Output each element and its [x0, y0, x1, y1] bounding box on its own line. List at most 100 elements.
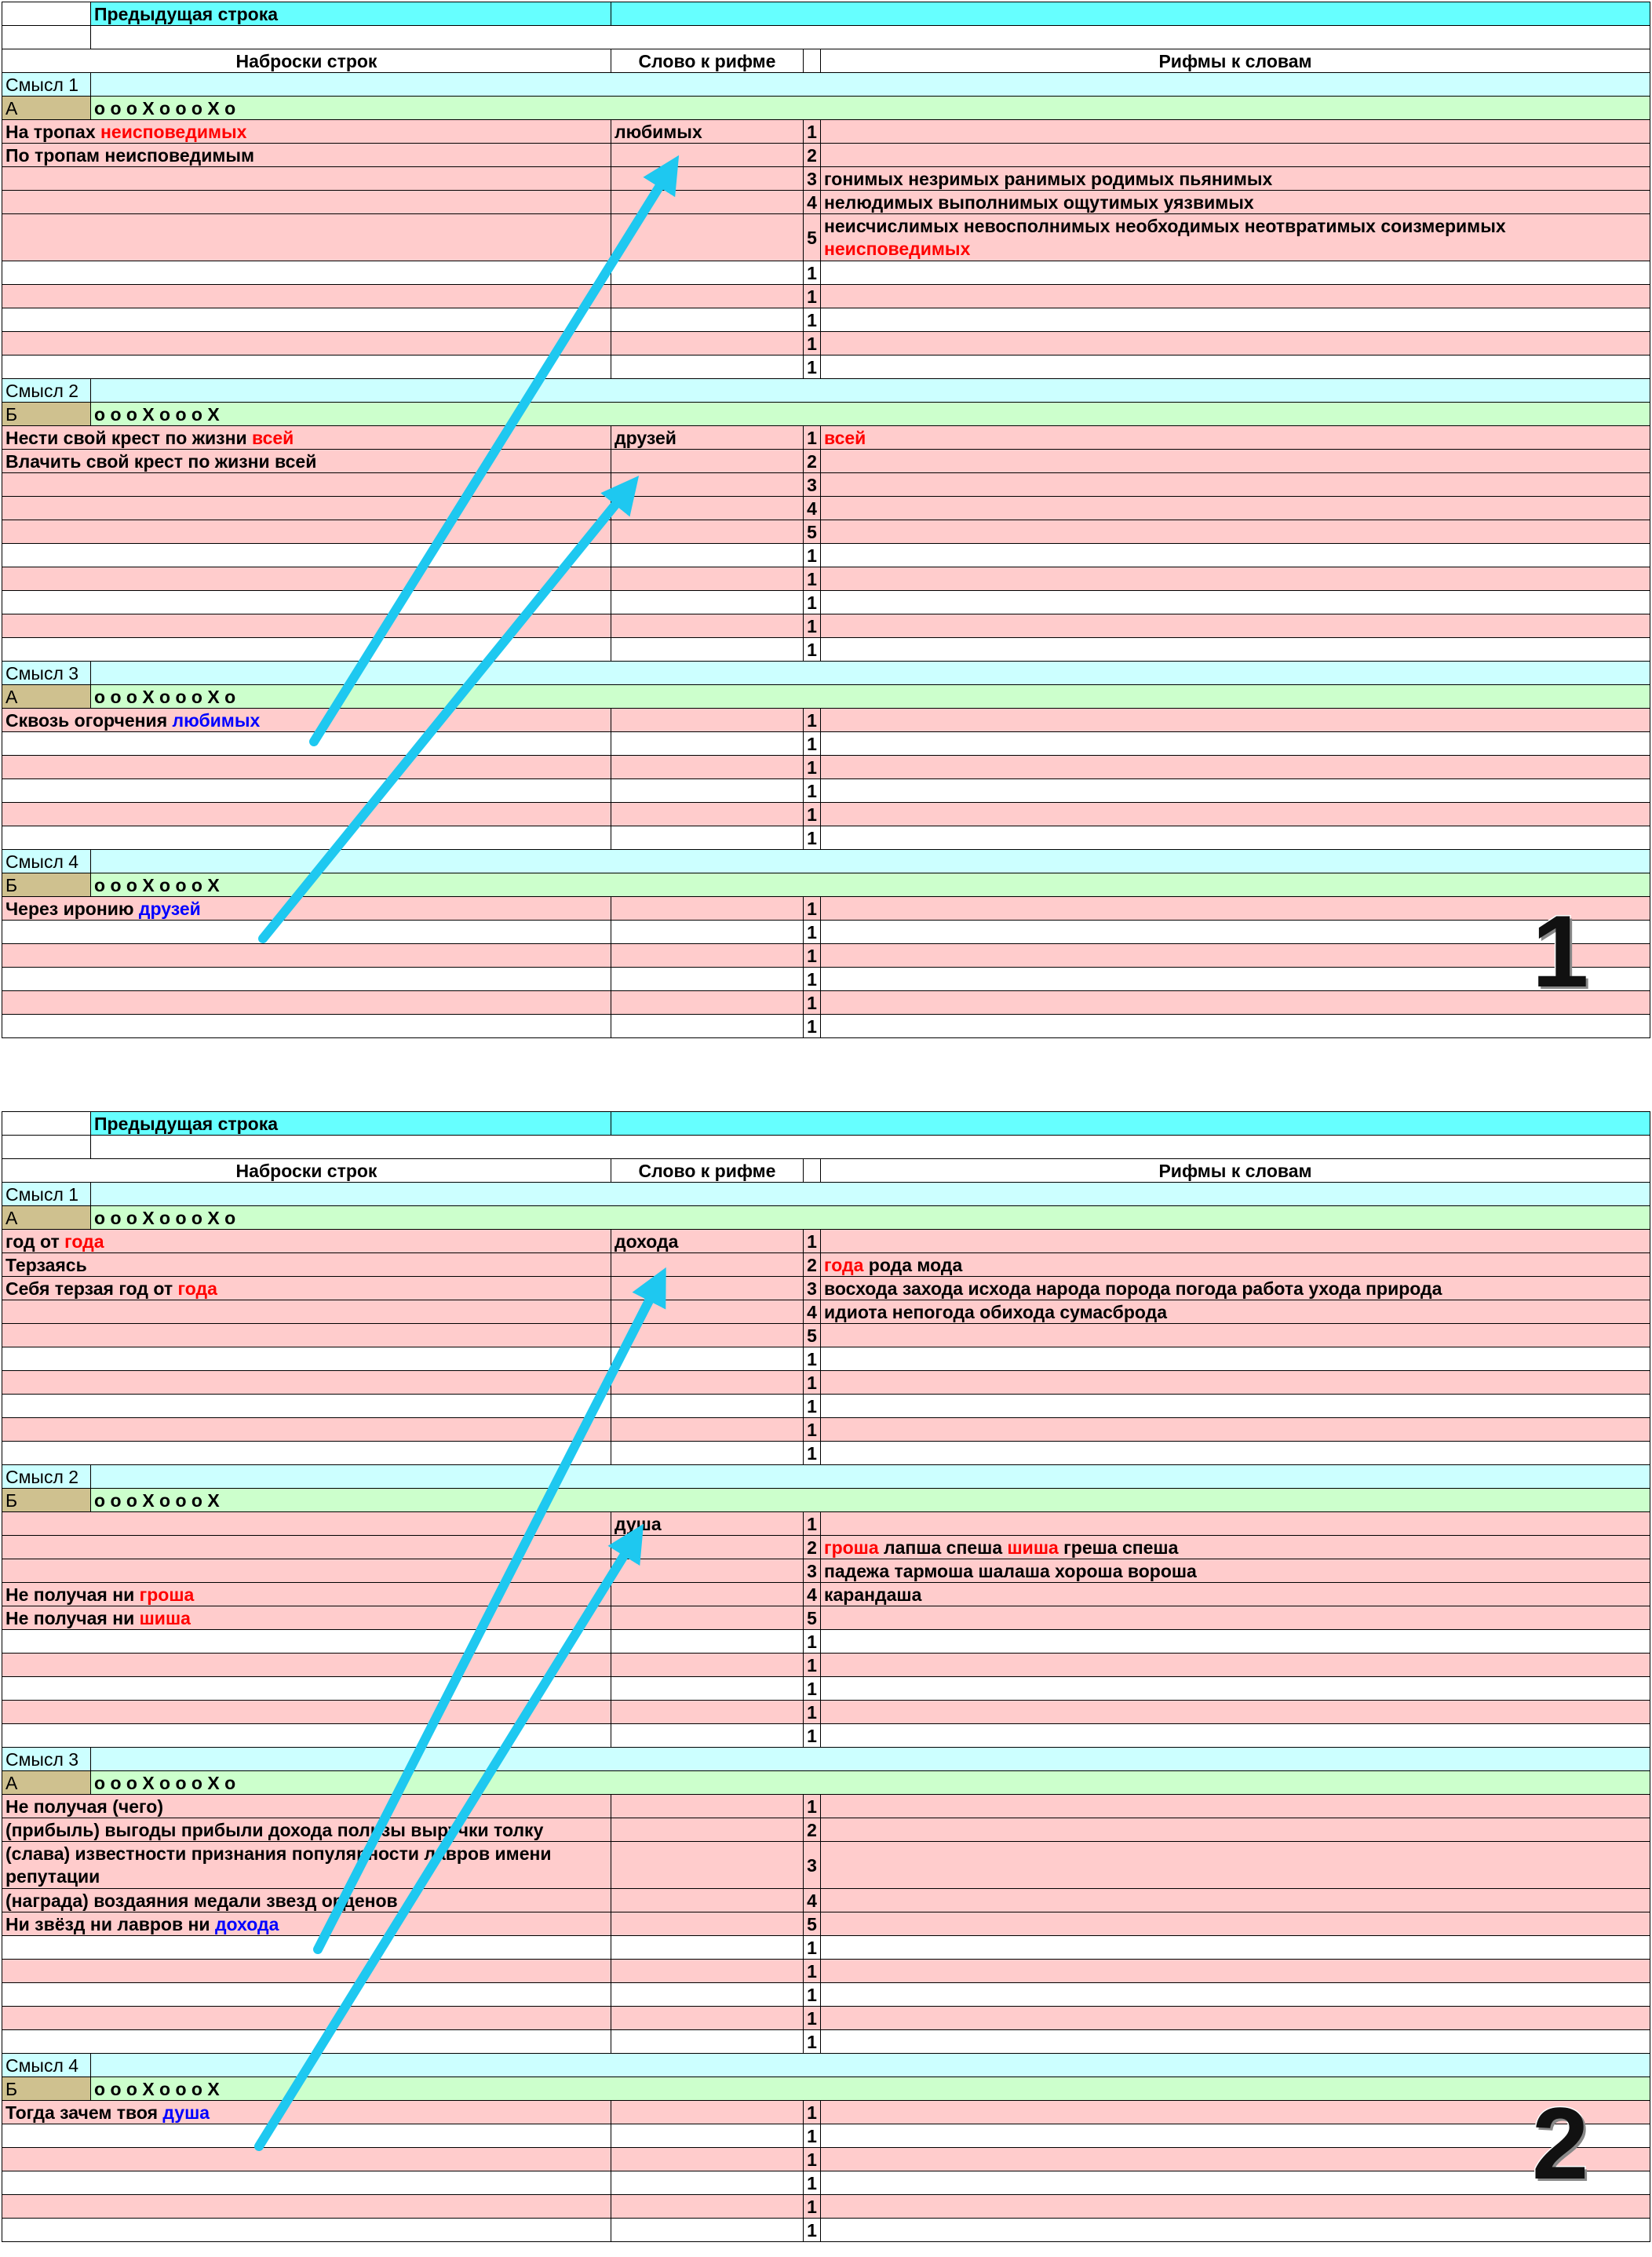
- rhymes-cell[interactable]: [820, 896, 1650, 921]
- draft-line-cell[interactable]: Сквозь огорчения любимых: [2, 708, 611, 732]
- previous-line-value[interactable]: [611, 1111, 1650, 1136]
- rhymes-cell[interactable]: [820, 731, 1650, 756]
- variant-number-cell[interactable]: 1: [803, 1511, 821, 1536]
- meter-pattern[interactable]: o o o X o o o X o: [90, 684, 1650, 709]
- col-header-rhymes[interactable]: Рифмы к словам: [820, 49, 1650, 73]
- previous-line-spacer[interactable]: [2, 2, 91, 26]
- draft-line-cell[interactable]: [2, 331, 611, 356]
- rhyme-word-cell[interactable]: [611, 1582, 804, 1606]
- rhyme-letter[interactable]: Б: [2, 1488, 91, 1512]
- rhyme-word-cell[interactable]: [611, 637, 804, 662]
- draft-line-cell[interactable]: год от года: [2, 1229, 611, 1253]
- rhyme-word-cell[interactable]: [611, 1653, 804, 1677]
- rhyme-letter[interactable]: Б: [2, 2077, 91, 2101]
- rhymes-cell[interactable]: [820, 1370, 1650, 1395]
- variant-number-cell[interactable]: 4: [803, 1582, 821, 1606]
- rhymes-cell[interactable]: [820, 637, 1650, 662]
- variant-number-cell[interactable]: 2: [803, 143, 821, 167]
- rhymes-cell[interactable]: [820, 355, 1650, 379]
- draft-line-cell[interactable]: [2, 355, 611, 379]
- rhyme-word-cell[interactable]: [611, 166, 804, 191]
- draft-line-cell[interactable]: [2, 1935, 611, 1960]
- rhyme-word-cell[interactable]: [611, 896, 804, 921]
- variant-number-cell[interactable]: 1: [803, 261, 821, 285]
- draft-line-cell[interactable]: [2, 1653, 611, 1677]
- draft-line-cell[interactable]: [2, 166, 611, 191]
- variant-number-cell[interactable]: 1: [803, 308, 821, 332]
- variant-number-cell[interactable]: 5: [803, 1606, 821, 1630]
- rhymes-cell[interactable]: [820, 755, 1650, 779]
- rhymes-cell[interactable]: [820, 2147, 1650, 2171]
- draft-line-cell[interactable]: [2, 802, 611, 826]
- draft-line-cell[interactable]: [2, 472, 611, 497]
- rhyme-word-cell[interactable]: [611, 261, 804, 285]
- draft-line-cell[interactable]: [2, 967, 611, 991]
- rhyme-word-cell[interactable]: [611, 143, 804, 167]
- rhymes-cell[interactable]: гроша лапша спеша шиша греша спеша: [820, 1535, 1650, 1559]
- variant-number-cell[interactable]: 1: [803, 1982, 821, 2007]
- sense-label[interactable]: Смысл 1: [2, 1182, 91, 1206]
- rhyme-word-cell[interactable]: [611, 1441, 804, 1465]
- draft-line-cell[interactable]: (слава) известности признания популярнос…: [2, 1841, 611, 1889]
- draft-line-cell[interactable]: Тогда зачем твоя душа: [2, 2100, 611, 2124]
- rhyme-word-cell[interactable]: [611, 1252, 804, 1277]
- blank-cell[interactable]: [90, 1135, 1650, 1159]
- draft-line-cell[interactable]: [2, 1723, 611, 1748]
- variant-number-cell[interactable]: 1: [803, 1700, 821, 1724]
- sense-filler[interactable]: [90, 378, 1650, 403]
- variant-number-cell[interactable]: 1: [803, 755, 821, 779]
- rhymes-cell[interactable]: [820, 1347, 1650, 1371]
- sense-label[interactable]: Смысл 4: [2, 849, 91, 873]
- rhyme-word-cell[interactable]: [611, 755, 804, 779]
- rhyme-word-cell[interactable]: [611, 2171, 804, 2195]
- variant-number-cell[interactable]: 1: [803, 731, 821, 756]
- sense-filler[interactable]: [90, 1747, 1650, 1771]
- col-header-word[interactable]: Слово к рифме: [611, 49, 804, 73]
- rhymes-cell[interactable]: [820, 1417, 1650, 1442]
- variant-number-cell[interactable]: 3: [803, 472, 821, 497]
- rhymes-cell[interactable]: [820, 449, 1650, 473]
- meter-pattern[interactable]: o o o X o o o X: [90, 1488, 1650, 1512]
- col-header-num[interactable]: [803, 49, 821, 73]
- col-header-drafts[interactable]: Наброски строк: [2, 1158, 611, 1183]
- rhymes-cell[interactable]: [820, 1014, 1650, 1038]
- draft-line-cell[interactable]: Нести свой крест по жизни всей: [2, 425, 611, 450]
- variant-number-cell[interactable]: 2: [803, 1535, 821, 1559]
- blank-cell[interactable]: [2, 25, 91, 49]
- draft-line-cell[interactable]: [2, 637, 611, 662]
- blank-cell[interactable]: [2, 1135, 91, 1159]
- draft-line-cell[interactable]: На тропах неисповедимых: [2, 119, 611, 144]
- rhymes-cell[interactable]: [820, 261, 1650, 285]
- draft-line-cell[interactable]: [2, 990, 611, 1015]
- variant-number-cell[interactable]: 1: [803, 826, 821, 850]
- rhymes-cell[interactable]: [820, 331, 1650, 356]
- rhyme-word-cell[interactable]: [611, 778, 804, 803]
- variant-number-cell[interactable]: 1: [803, 1229, 821, 1253]
- variant-number-cell[interactable]: 1: [803, 2147, 821, 2171]
- sense-filler[interactable]: [90, 1182, 1650, 1206]
- rhyme-word-cell[interactable]: [611, 614, 804, 638]
- draft-line-cell[interactable]: (прибыль) выгоды прибыли дохода пользы в…: [2, 1818, 611, 1842]
- variant-number-cell[interactable]: 4: [803, 1888, 821, 1912]
- rhymes-cell[interactable]: [820, 1935, 1650, 1960]
- variant-number-cell[interactable]: 1: [803, 1794, 821, 1818]
- rhymes-cell[interactable]: [820, 543, 1650, 567]
- draft-line-cell[interactable]: Себя терзая год от года: [2, 1276, 611, 1300]
- variant-number-cell[interactable]: 1: [803, 637, 821, 662]
- variant-number-cell[interactable]: 1: [803, 1723, 821, 1748]
- rhymes-cell[interactable]: [820, 1959, 1650, 1983]
- rhymes-cell[interactable]: [820, 1841, 1650, 1889]
- rhyme-letter[interactable]: А: [2, 1205, 91, 1230]
- draft-line-cell[interactable]: [2, 1676, 611, 1701]
- variant-number-cell[interactable]: 1: [803, 331, 821, 356]
- draft-line-cell[interactable]: [2, 2124, 611, 2148]
- rhymes-cell[interactable]: [820, 2100, 1650, 2124]
- rhyme-word-cell[interactable]: [611, 496, 804, 520]
- draft-line-cell[interactable]: [2, 1559, 611, 1583]
- draft-line-cell[interactable]: Не получая ни гроша: [2, 1582, 611, 1606]
- rhyme-word-cell[interactable]: любимых: [611, 119, 804, 144]
- variant-number-cell[interactable]: 4: [803, 1300, 821, 1324]
- variant-number-cell[interactable]: 3: [803, 1559, 821, 1583]
- rhymes-cell[interactable]: [820, 943, 1650, 968]
- rhyme-word-cell[interactable]: [611, 472, 804, 497]
